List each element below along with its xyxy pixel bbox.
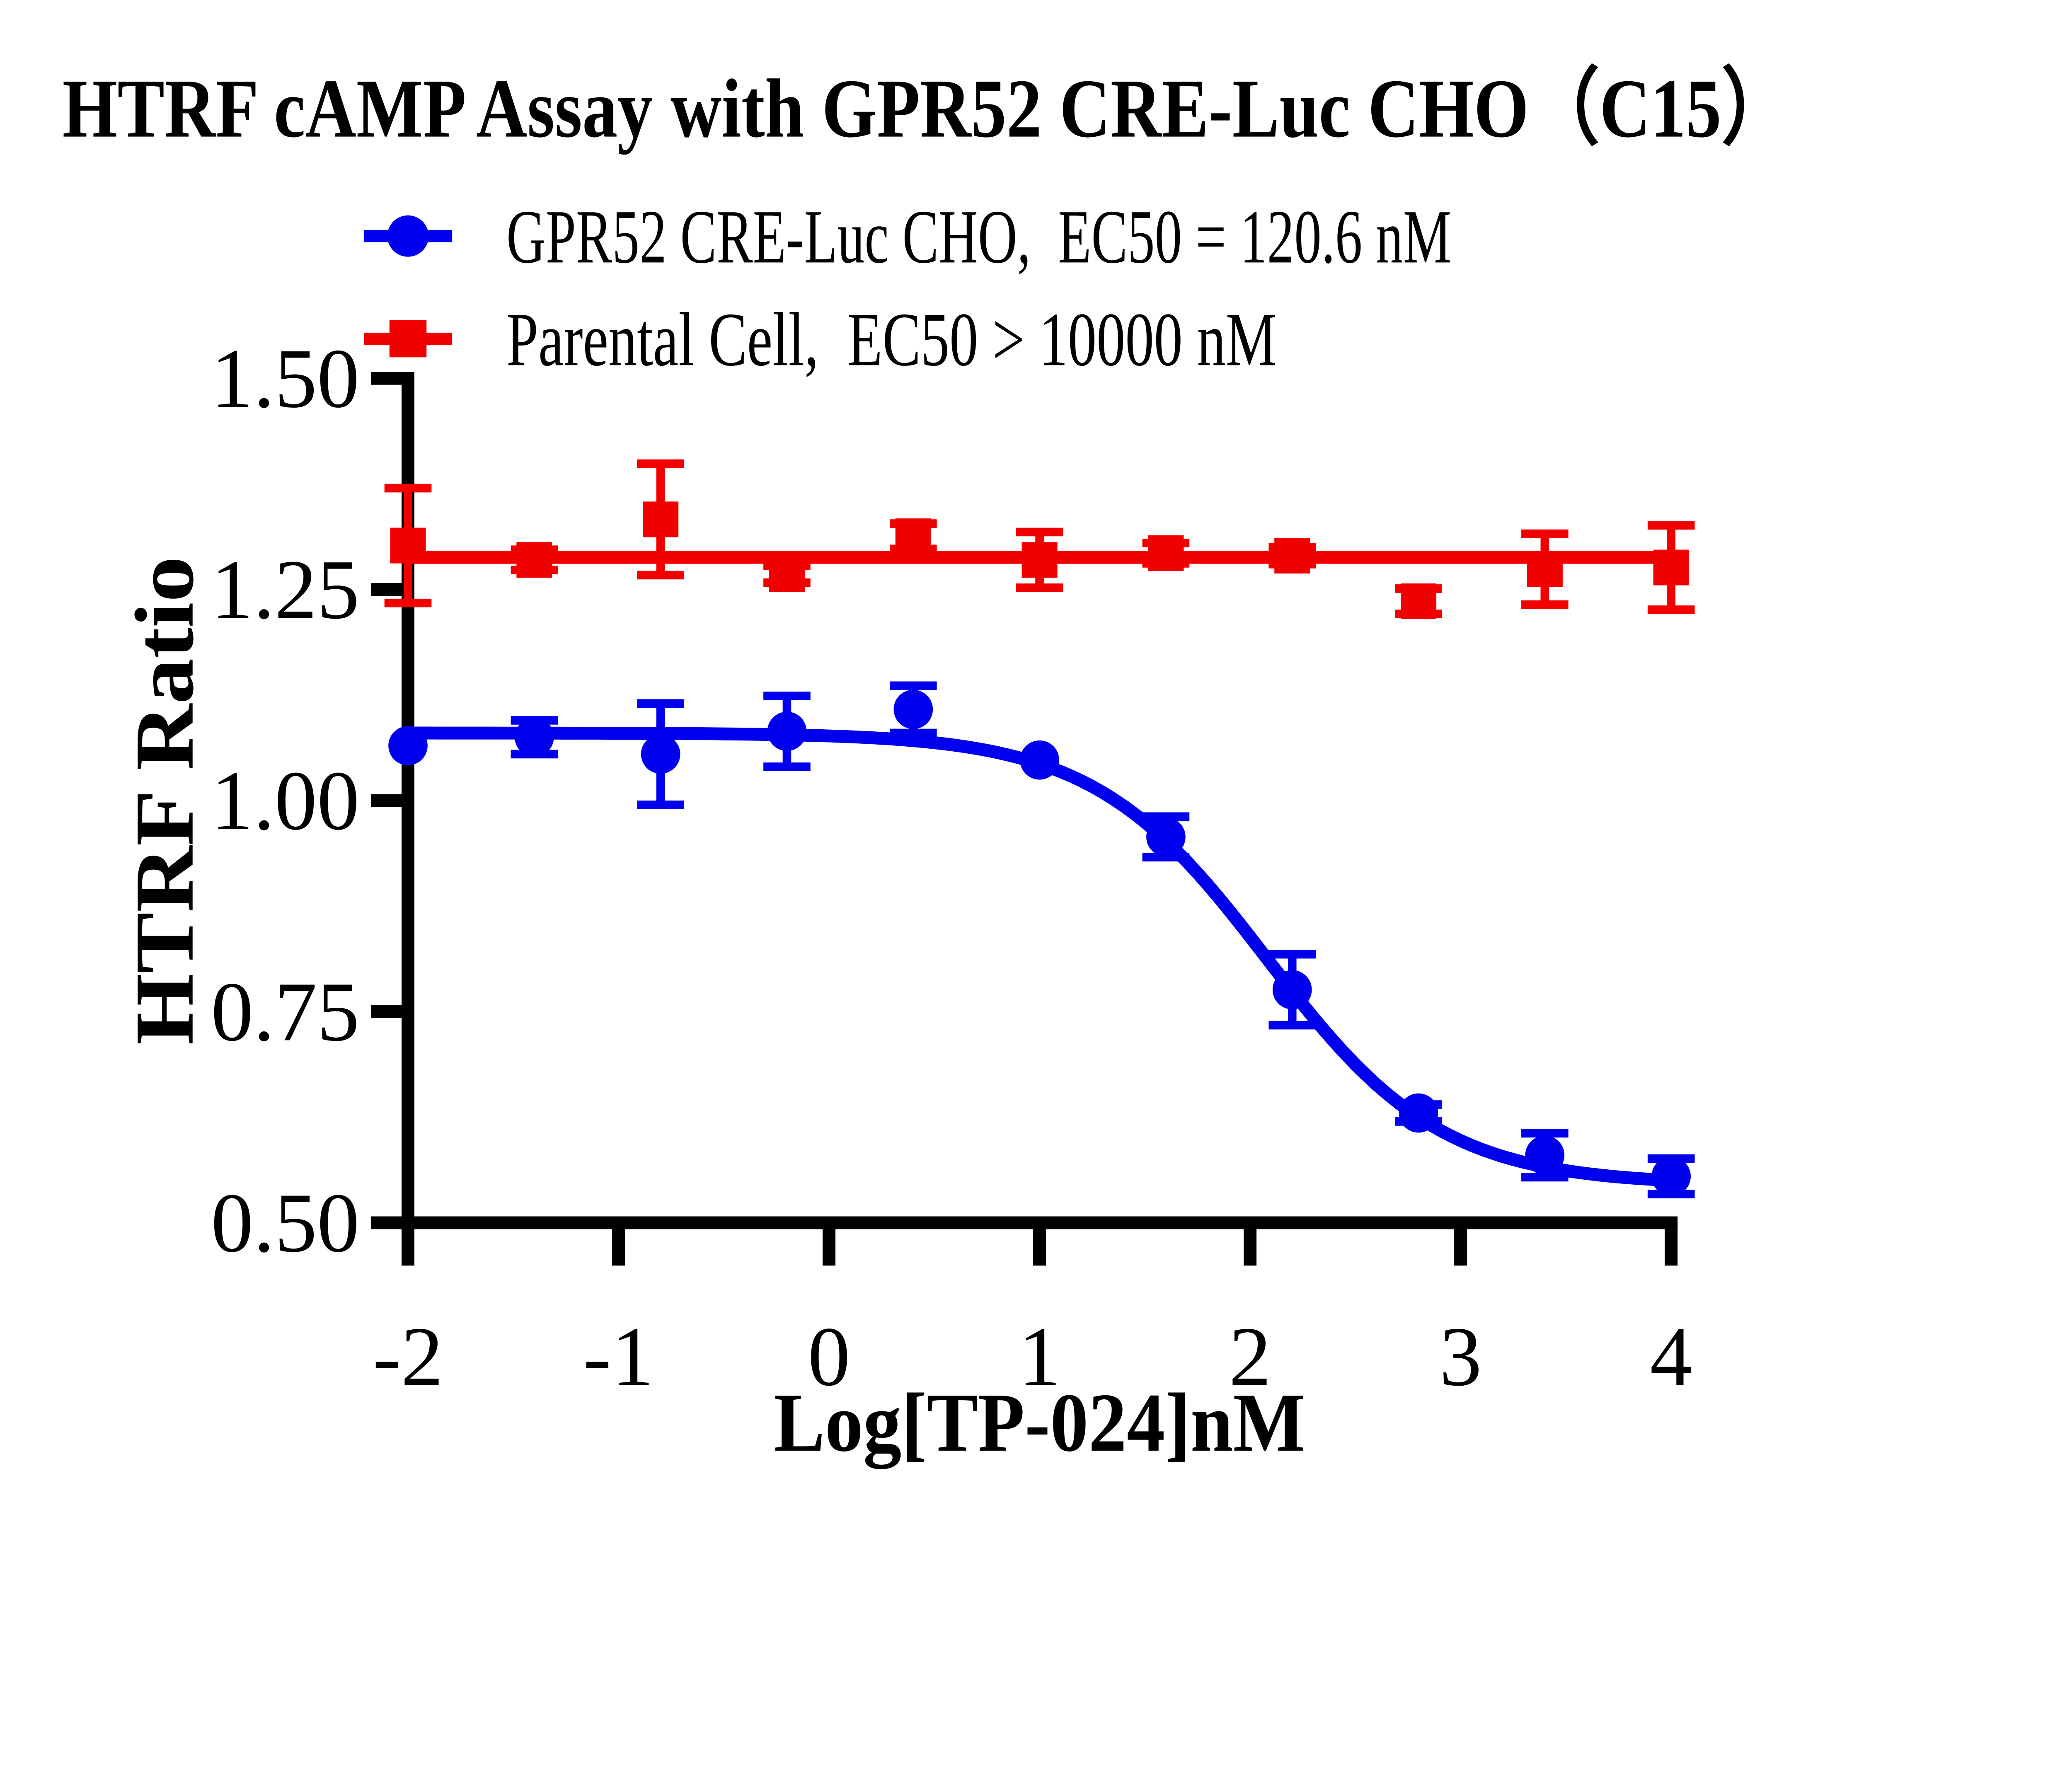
dose-response-chart: HTRF cAMP Assay with GPR52 CRE-Luc CHO（C… xyxy=(62,62,1792,1469)
x-tick-label: 1 xyxy=(1018,1309,1060,1403)
y-tick-label: 0.75 xyxy=(211,965,359,1059)
x-tick-label: -2 xyxy=(373,1309,443,1403)
data-point-square xyxy=(769,556,805,592)
legend-item-parental: Parental Cell, EC50 > 10000 nM xyxy=(363,297,1277,382)
data-point-square xyxy=(1148,535,1184,571)
data-point-circle xyxy=(893,690,933,729)
data-point-square xyxy=(1274,537,1310,574)
data-point-square xyxy=(516,542,552,578)
legend-label: GPR52 CRE-Luc CHO, EC50 = 120.6 nM xyxy=(506,194,1452,279)
plot-area xyxy=(384,459,1695,1198)
x-tick-label: -1 xyxy=(583,1309,654,1403)
y-tick-label: 0.50 xyxy=(211,1176,359,1270)
data-point-circle xyxy=(388,726,428,765)
x-axis-title: Log[TP-024]nM xyxy=(774,1376,1305,1469)
legend-label: Parental Cell, EC50 > 10000 nM xyxy=(506,297,1277,382)
y-axis-ticks: 0.50 0.75 1.00 1.25 1.50 xyxy=(211,331,408,1270)
data-point-square xyxy=(643,501,679,537)
x-axis-ticks: -2 -1 0 1 2 3 4 xyxy=(373,1222,1692,1403)
data-point-circle xyxy=(515,717,554,757)
x-tick-label: 3 xyxy=(1439,1309,1481,1403)
data-point-square xyxy=(1527,551,1563,587)
data-point-circle xyxy=(1272,970,1312,1009)
data-point-square xyxy=(390,527,426,564)
data-point-circle xyxy=(1651,1157,1691,1196)
legend-item-gpr52: GPR52 CRE-Luc CHO, EC50 = 120.6 nM xyxy=(363,194,1452,279)
axes: 0.50 0.75 1.00 1.25 1.50 -2 -1 0 1 2 3 4 xyxy=(211,331,1692,1404)
legend: GPR52 CRE-Luc CHO, EC50 = 120.6 nM Paren… xyxy=(363,194,1452,382)
x-tick-label: 0 xyxy=(808,1309,850,1403)
fit-curve-circle xyxy=(402,726,1678,1187)
y-tick-label: 1.50 xyxy=(211,331,359,426)
x-tick-label: 4 xyxy=(1650,1309,1692,1403)
y-axis-title: HTRF Ratio xyxy=(118,557,211,1045)
data-point-square xyxy=(1653,549,1689,586)
data-point-circle xyxy=(1020,740,1059,780)
circle-marker-icon xyxy=(387,215,429,257)
chart-title: HTRF cAMP Assay with GPR52 CRE-Luc CHO（C… xyxy=(63,62,1792,155)
data-point-circle xyxy=(767,711,807,751)
data-point-circle xyxy=(641,734,680,774)
x-tick-label: 2 xyxy=(1229,1309,1271,1403)
data-point-square xyxy=(1401,583,1437,619)
data-point-circle xyxy=(1525,1135,1565,1175)
chart-container: HTRF cAMP Assay with GPR52 CRE-Luc CHO（C… xyxy=(62,62,1792,1469)
data-point-circle xyxy=(1399,1093,1438,1133)
data-point-square xyxy=(1021,542,1058,578)
data-point-circle xyxy=(1146,817,1186,857)
y-tick-label: 1.25 xyxy=(211,542,359,636)
data-point-square xyxy=(895,518,931,554)
square-marker-icon xyxy=(389,320,427,358)
y-tick-label: 1.00 xyxy=(211,754,359,848)
